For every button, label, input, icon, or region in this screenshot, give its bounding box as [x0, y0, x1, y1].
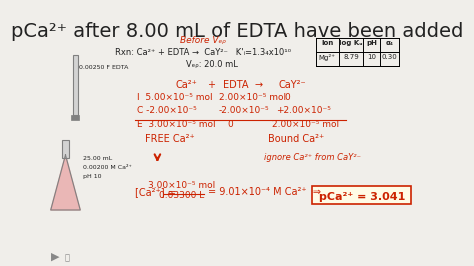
Bar	[71, 115, 80, 120]
Text: = 9.01×10⁻⁴ M Ca²⁺  ⇒: = 9.01×10⁻⁴ M Ca²⁺ ⇒	[208, 187, 321, 197]
Text: EDTA: EDTA	[223, 80, 248, 90]
Text: FREE Ca²⁺: FREE Ca²⁺	[145, 134, 195, 144]
Text: Ca²⁺: Ca²⁺	[175, 80, 197, 90]
Text: I  5.00×10⁻⁵ mol: I 5.00×10⁻⁵ mol	[137, 93, 212, 102]
Bar	[73, 55, 78, 115]
Text: 0.00250 F EDTA: 0.00250 F EDTA	[80, 65, 129, 70]
Text: 2.00×10⁻⁵ mol: 2.00×10⁻⁵ mol	[219, 93, 286, 102]
Text: 8.79: 8.79	[343, 54, 359, 60]
Text: →: →	[254, 80, 263, 90]
Text: +: +	[207, 80, 215, 90]
Text: CaY²⁻: CaY²⁻	[279, 80, 307, 90]
Text: Rxn: Ca²⁺ + EDTA →  CaY²⁻   K'ᵢ=1.3₄x10¹⁰: Rxn: Ca²⁺ + EDTA → CaY²⁻ K'ᵢ=1.3₄x10¹⁰	[115, 48, 291, 57]
Text: 0: 0	[227, 120, 233, 129]
Text: pCa²⁺ after 8.00 mL of EDTA have been added: pCa²⁺ after 8.00 mL of EDTA have been ad…	[11, 22, 463, 41]
Text: 2.00×10⁻⁵ mol: 2.00×10⁻⁵ mol	[272, 120, 339, 129]
Text: α₄: α₄	[386, 40, 393, 46]
Text: Bound Ca²⁺: Bound Ca²⁺	[268, 134, 324, 144]
Text: pH 10: pH 10	[83, 174, 101, 179]
Text: Mg²⁺: Mg²⁺	[319, 54, 336, 61]
Text: 25.00 mL: 25.00 mL	[83, 156, 112, 161]
Text: log Kᵤ: log Kᵤ	[339, 40, 363, 46]
Text: pH: pH	[366, 40, 377, 46]
Text: ignore Ca²⁺ from CaY²⁻: ignore Ca²⁺ from CaY²⁻	[264, 153, 361, 162]
Text: 0: 0	[284, 93, 291, 102]
Text: -2.00×10⁻⁵: -2.00×10⁻⁵	[219, 106, 270, 115]
FancyBboxPatch shape	[312, 186, 411, 204]
Text: pCa²⁺ = 3.041: pCa²⁺ = 3.041	[319, 192, 405, 202]
Text: ▶: ▶	[51, 252, 59, 262]
Text: 0.00200 M Ca²⁺: 0.00200 M Ca²⁺	[83, 165, 131, 170]
Text: C -2.00×10⁻⁵: C -2.00×10⁻⁵	[137, 106, 197, 115]
Text: 3.00×10⁻⁵ mol: 3.00×10⁻⁵ mol	[148, 181, 216, 190]
Text: Ion: Ion	[321, 40, 333, 46]
Polygon shape	[51, 155, 80, 210]
Text: 0.03300 L: 0.03300 L	[159, 191, 205, 200]
Text: +2.00×10⁻⁵: +2.00×10⁻⁵	[276, 106, 331, 115]
Bar	[62, 140, 69, 158]
Text: 10: 10	[367, 54, 376, 60]
Text: E  3.00×10⁻⁵ mol: E 3.00×10⁻⁵ mol	[137, 120, 216, 129]
Text: ⏸: ⏸	[64, 253, 70, 262]
Text: 0.30: 0.30	[382, 54, 398, 60]
Text: Vₑᵨ: 20.0 mL: Vₑᵨ: 20.0 mL	[186, 60, 238, 69]
Text: Before Vₑᵨ: Before Vₑᵨ	[180, 36, 226, 45]
Text: [Ca²⁺] =: [Ca²⁺] =	[135, 187, 176, 197]
